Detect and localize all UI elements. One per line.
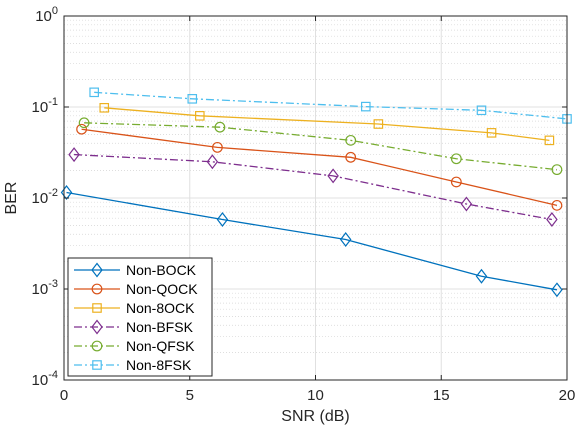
x-axis-label: SNR (dB)	[281, 408, 349, 425]
x-tick-label: 0	[60, 387, 68, 404]
series-line	[66, 191, 558, 291]
x-tick-labels: 0 5 10 15 20	[60, 387, 576, 404]
legend-label: Non-QOCK	[126, 281, 198, 297]
legend: Non-BOCK Non-QOCK Non-8OCK Non-BFSK Non-QFSK…	[67, 257, 213, 377]
y-tick-label: 100	[35, 5, 58, 25]
legend-label: Non-BFSK	[126, 319, 194, 335]
data-point	[450, 153, 462, 165]
data-point	[345, 134, 357, 146]
legend-swatch-marker	[91, 283, 103, 295]
data-point	[551, 199, 563, 211]
data-point	[212, 141, 223, 153]
data-point	[373, 119, 384, 129]
legend-swatch-marker	[91, 319, 103, 335]
legend-item: Non-BOCK	[74, 262, 197, 278]
data-point	[206, 154, 219, 170]
y-axis-label: BER	[3, 182, 20, 215]
y-tick-label: 10-3	[32, 278, 58, 298]
data-point	[450, 176, 462, 188]
data-point	[486, 128, 497, 138]
data-point	[76, 123, 88, 135]
data-point	[361, 101, 371, 112]
data-point	[187, 94, 198, 104]
y-tick-label: 10-1	[32, 96, 58, 116]
data-point	[544, 135, 555, 146]
y-tick-labels: 10-4 10-3 10-2 10-1 100	[32, 5, 58, 389]
data-point	[475, 268, 488, 284]
series-non-qfsk	[78, 117, 563, 176]
legend-swatch-marker	[91, 262, 103, 278]
data-point	[60, 184, 73, 200]
legend-item: Non-QFSK	[74, 338, 195, 354]
legend-swatch-marker	[91, 340, 103, 352]
data-point	[89, 87, 99, 98]
data-point	[460, 196, 473, 212]
series-non-bfsk	[68, 147, 558, 228]
data-point	[476, 105, 487, 116]
legend-item: Non-8OCK	[74, 300, 195, 316]
tick-marks	[63, 15, 568, 381]
data-point	[546, 212, 558, 228]
data-point	[68, 147, 80, 163]
x-tick-label: 10	[307, 387, 324, 404]
series-line	[81, 128, 558, 206]
data-point	[551, 282, 563, 298]
series-non-8ock	[99, 102, 555, 146]
legend-label: Non-QFSK	[126, 338, 195, 354]
data-point	[195, 111, 205, 121]
legend-box	[67, 257, 213, 377]
x-tick-label: 5	[186, 387, 194, 404]
legend-item: Non-QOCK	[74, 281, 198, 297]
data-point	[216, 212, 229, 228]
legend-swatch-marker	[92, 303, 102, 313]
series-non-qock	[76, 123, 563, 211]
legend-swatch-marker	[92, 360, 102, 370]
legend-label: Non-8FSK	[126, 357, 192, 373]
legend-label: Non-8OCK	[126, 300, 195, 316]
legend-item: Non-8FSK	[74, 357, 192, 373]
series-line	[74, 153, 553, 221]
series-line	[84, 122, 558, 171]
data-point	[78, 117, 90, 129]
x-tick-label: 20	[559, 387, 576, 404]
y-tick-label: 10-2	[32, 187, 58, 207]
data-point	[214, 121, 226, 133]
legend-item: Non-BFSK	[74, 319, 194, 335]
data-point	[345, 151, 357, 163]
data-point	[327, 168, 339, 184]
data-point	[339, 232, 352, 247]
series-layer	[60, 87, 572, 298]
series-line	[104, 107, 550, 141]
data-point	[551, 164, 563, 176]
series-non-bock	[60, 184, 563, 298]
x-tick-label: 15	[433, 387, 450, 404]
y-tick-label: 10-4	[32, 369, 58, 389]
data-point	[99, 102, 110, 113]
legend-label: Non-BOCK	[126, 262, 197, 278]
series-line	[94, 91, 568, 120]
